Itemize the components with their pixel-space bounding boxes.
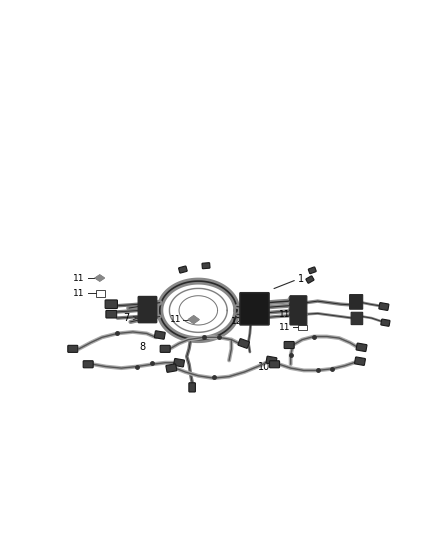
FancyBboxPatch shape <box>160 345 170 352</box>
Text: 7: 7 <box>124 313 130 323</box>
Text: 12: 12 <box>231 318 243 326</box>
Text: 11: 11 <box>279 323 291 332</box>
FancyBboxPatch shape <box>105 300 117 309</box>
Polygon shape <box>95 275 104 281</box>
Bar <box>298 325 307 330</box>
FancyBboxPatch shape <box>269 361 279 368</box>
Polygon shape <box>298 311 307 317</box>
FancyBboxPatch shape <box>166 364 177 373</box>
FancyBboxPatch shape <box>379 303 389 310</box>
FancyBboxPatch shape <box>240 293 269 325</box>
Ellipse shape <box>251 320 258 324</box>
FancyBboxPatch shape <box>356 343 367 352</box>
Text: 10: 10 <box>258 361 270 372</box>
FancyBboxPatch shape <box>355 357 365 366</box>
FancyBboxPatch shape <box>351 312 363 325</box>
Text: 8: 8 <box>139 342 145 352</box>
FancyBboxPatch shape <box>68 345 78 352</box>
FancyBboxPatch shape <box>350 295 363 309</box>
FancyBboxPatch shape <box>238 338 249 348</box>
Text: 11: 11 <box>73 289 84 298</box>
FancyBboxPatch shape <box>266 356 277 365</box>
FancyBboxPatch shape <box>83 361 93 368</box>
FancyBboxPatch shape <box>308 267 316 273</box>
FancyBboxPatch shape <box>179 266 187 273</box>
FancyBboxPatch shape <box>106 310 117 318</box>
FancyBboxPatch shape <box>173 359 184 367</box>
FancyBboxPatch shape <box>138 296 157 322</box>
Text: 11: 11 <box>73 273 84 282</box>
FancyBboxPatch shape <box>306 276 314 283</box>
Polygon shape <box>188 316 199 324</box>
FancyBboxPatch shape <box>202 263 210 269</box>
FancyBboxPatch shape <box>290 296 307 325</box>
Text: 11: 11 <box>170 315 181 324</box>
FancyBboxPatch shape <box>381 319 390 326</box>
FancyBboxPatch shape <box>189 383 195 392</box>
Bar <box>96 290 105 296</box>
Text: 1: 1 <box>298 274 304 284</box>
FancyBboxPatch shape <box>284 342 294 349</box>
FancyBboxPatch shape <box>154 331 165 339</box>
Text: 11: 11 <box>279 310 291 319</box>
